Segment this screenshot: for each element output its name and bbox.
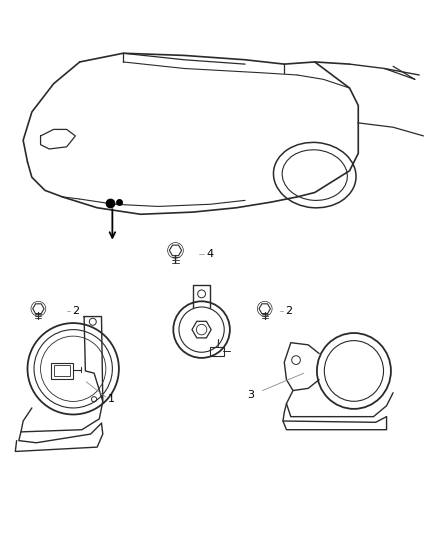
Text: 2: 2	[286, 306, 293, 316]
Text: 3: 3	[247, 390, 254, 400]
Text: 1: 1	[108, 394, 115, 404]
Text: 2: 2	[72, 306, 79, 316]
Text: 4: 4	[206, 249, 213, 260]
